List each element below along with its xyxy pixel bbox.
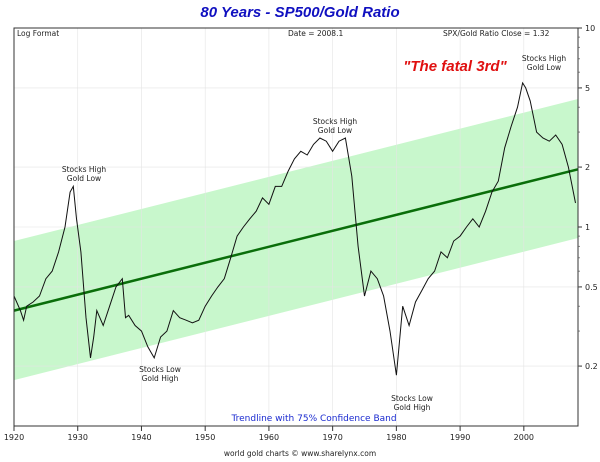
header-close: SPX/Gold Ratio Close = 1.32 bbox=[443, 29, 550, 38]
x-tick-label: 1960 bbox=[259, 433, 279, 442]
annotation-label: Stocks Low bbox=[391, 394, 433, 403]
annotation-label: Gold Low bbox=[67, 174, 101, 183]
y-tick-label: 2 bbox=[585, 163, 590, 172]
y-tick-label: 10 bbox=[585, 24, 595, 33]
annotation-label: Gold Low bbox=[527, 63, 561, 72]
y-tick-label: 5 bbox=[585, 84, 590, 93]
x-tick-label: 1940 bbox=[131, 433, 151, 442]
trendline bbox=[13, 168, 579, 312]
x-tick-label: 1930 bbox=[68, 433, 88, 442]
x-tick-label: 1980 bbox=[386, 433, 406, 442]
header-date: Date = 2008.1 bbox=[288, 29, 344, 38]
chart-title: 80 Years - SP500/Gold Ratio bbox=[200, 4, 400, 21]
x-tick-label: 1990 bbox=[450, 433, 470, 442]
annotation-label: Gold High bbox=[394, 403, 431, 412]
band-label: Trendline with 75% Confidence Band bbox=[230, 414, 396, 424]
fatal-third-annotation: "The fatal 3rd" bbox=[403, 58, 507, 75]
credit: world gold charts © www.sharelynx.com bbox=[223, 449, 377, 458]
ratio-series-line bbox=[13, 81, 576, 376]
x-tick-label: 1950 bbox=[195, 433, 215, 442]
annotation-label: Stocks High bbox=[522, 54, 567, 63]
header-log-format: Log Format bbox=[17, 29, 60, 38]
x-tick-label: 1970 bbox=[322, 433, 342, 442]
y-tick-label: 1 bbox=[585, 223, 590, 232]
annotation-label: Stocks High bbox=[62, 165, 107, 174]
annotation-label: Gold High bbox=[142, 374, 179, 383]
annotation-label: Stocks High bbox=[313, 117, 358, 126]
axis-ticks: 1920 1930 1940 1950 1960 1970 1980 1990 2000 10 5 2… bbox=[4, 24, 598, 442]
annotation-label: Gold Low bbox=[318, 126, 352, 135]
x-tick-label: 1920 bbox=[4, 433, 24, 442]
grid bbox=[13, 27, 578, 426]
x-tick-label: 2000 bbox=[514, 433, 534, 442]
y-tick-label: 0.2 bbox=[585, 362, 598, 371]
y-tick-label: 0.5 bbox=[585, 283, 598, 292]
annotation-label: Stocks Low bbox=[139, 365, 181, 374]
